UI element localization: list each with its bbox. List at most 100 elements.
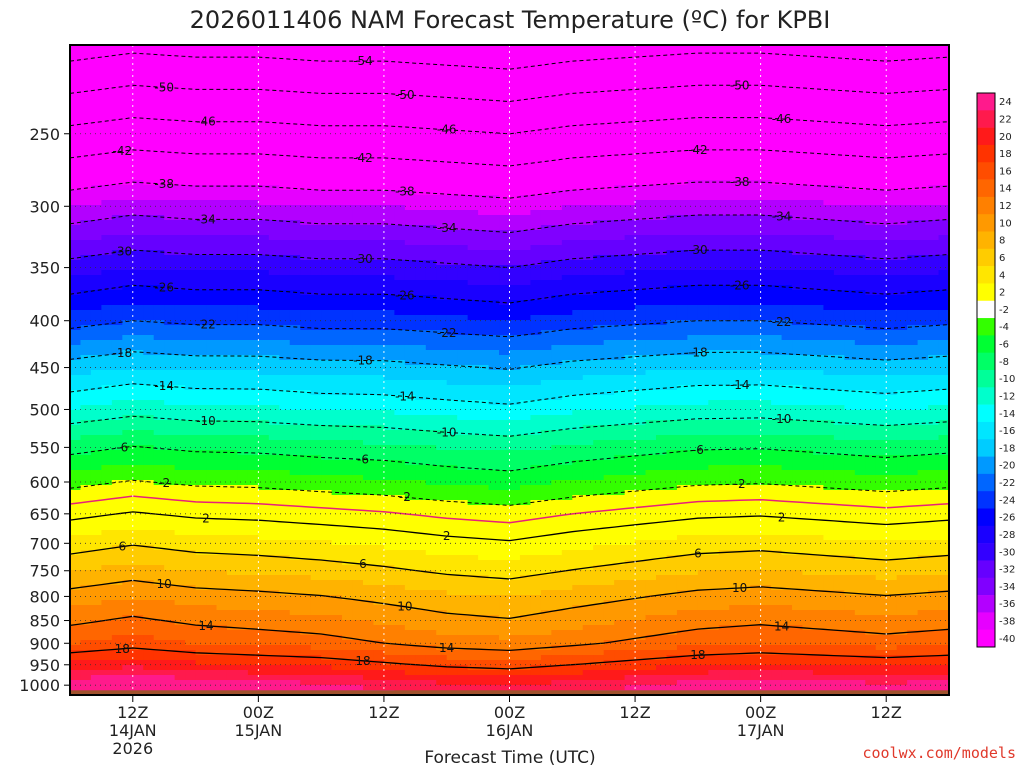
heat-cell [70, 65, 82, 71]
heat-cell [394, 275, 406, 281]
heat-cell [436, 100, 448, 106]
heat-cell [321, 320, 333, 326]
heat-cell [174, 150, 186, 156]
heat-cell [760, 180, 772, 186]
heat-cell [875, 145, 887, 151]
heat-cell [614, 135, 626, 141]
heat-cell [446, 265, 458, 271]
heat-cell [676, 55, 688, 61]
heat-cell [718, 170, 730, 176]
heat-cell [467, 105, 479, 111]
heat-cell [143, 225, 155, 231]
heat-cell [478, 110, 490, 116]
heat-cell [676, 100, 688, 106]
heat-cell [645, 125, 657, 131]
heat-cell [697, 270, 709, 276]
heat-cell [425, 205, 437, 211]
heat-cell [70, 275, 82, 281]
heat-cell [645, 95, 657, 101]
heat-cell [676, 305, 688, 311]
heat-cell [446, 45, 458, 51]
heat-cell [739, 70, 751, 76]
heat-cell [645, 250, 657, 256]
heat-cell [907, 50, 919, 56]
heat-cell [268, 185, 280, 191]
heat-cell [436, 160, 448, 166]
heat-cell [718, 220, 730, 226]
heat-cell [446, 65, 458, 71]
heat-cell [383, 335, 395, 341]
heat-cell [268, 270, 280, 276]
heat-cell [792, 300, 804, 306]
heat-cell [206, 330, 218, 336]
heat-cell [111, 240, 123, 246]
heat-cell [352, 265, 364, 271]
heat-cell [854, 280, 866, 286]
heat-cell [143, 215, 155, 221]
heat-cell [436, 190, 448, 196]
heat-cell [404, 310, 416, 316]
heat-cell [833, 195, 845, 201]
heat-cell [279, 325, 291, 331]
heat-cell [792, 60, 804, 66]
heat-cell [603, 50, 615, 56]
heat-cell [624, 65, 636, 71]
heat-cell [143, 55, 155, 61]
heat-cell [478, 325, 490, 331]
heat-cell [603, 80, 615, 86]
heat-cell [488, 290, 500, 296]
heat-cell [101, 255, 113, 261]
heat-cell [823, 95, 835, 101]
heat-cell [478, 285, 490, 291]
heat-cell [164, 90, 176, 96]
heat-cell [258, 235, 270, 241]
heat-cell [467, 90, 479, 96]
heat-cell [572, 330, 584, 336]
heat-cell [352, 245, 364, 251]
heat-cell [342, 115, 354, 121]
heat-cell [593, 170, 605, 176]
heat-cell [614, 95, 626, 101]
heat-cell [792, 220, 804, 226]
heat-cell [624, 135, 636, 141]
heat-cell [823, 245, 835, 251]
heat-cell [300, 200, 312, 206]
heat-cell [645, 60, 657, 66]
heat-cell [70, 125, 82, 131]
heat-cell [572, 60, 584, 66]
heat-cell [614, 130, 626, 136]
heat-cell [886, 145, 898, 151]
heat-cell [561, 310, 573, 316]
heat-cell [771, 90, 783, 96]
heat-cell [342, 280, 354, 286]
heat-cell [101, 315, 113, 321]
heat-cell [865, 280, 877, 286]
heat-cell [614, 270, 626, 276]
heat-cell [823, 265, 835, 271]
heat-cell [739, 155, 751, 161]
heat-cell [206, 300, 218, 306]
heat-cell [676, 50, 688, 56]
heat-cell [572, 140, 584, 146]
heat-cell [143, 315, 155, 321]
heat-cell [624, 200, 636, 206]
heat-cell [792, 45, 804, 51]
heat-cell [237, 260, 249, 266]
heat-cell [70, 55, 82, 61]
heat-cell [551, 105, 563, 111]
heat-cell [478, 270, 490, 276]
heat-cell [153, 235, 165, 241]
heat-cell [792, 140, 804, 146]
heat-cell [729, 170, 741, 176]
heat-cell [624, 145, 636, 151]
heat-cell [865, 140, 877, 146]
heat-cell [708, 260, 720, 266]
heat-cell [907, 320, 919, 326]
heat-cell [101, 105, 113, 111]
heat-cell [132, 315, 144, 321]
heat-cell [603, 195, 615, 201]
heat-cell [886, 45, 898, 51]
heat-cell [478, 245, 490, 251]
heat-cell [80, 295, 92, 301]
heat-cell [823, 300, 835, 306]
